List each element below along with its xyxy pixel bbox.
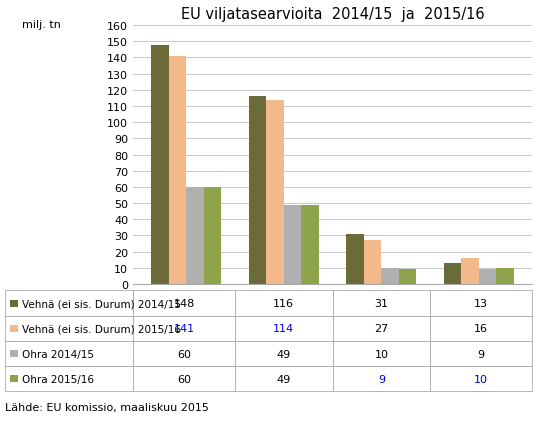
Text: 9: 9 bbox=[378, 374, 385, 384]
Bar bbox=[399, 270, 416, 284]
Bar bbox=[301, 205, 319, 284]
Text: 13: 13 bbox=[474, 299, 488, 308]
Text: 49: 49 bbox=[277, 374, 291, 384]
Text: Vehnä (ei sis. Durum) 2014/15: Vehnä (ei sis. Durum) 2014/15 bbox=[22, 299, 181, 308]
Bar bbox=[381, 268, 399, 284]
Bar bbox=[266, 100, 284, 284]
Text: 60: 60 bbox=[177, 374, 191, 384]
Bar bbox=[186, 187, 204, 284]
Text: Ohra 2014/15: Ohra 2014/15 bbox=[22, 349, 94, 358]
Bar bbox=[284, 205, 301, 284]
Bar bbox=[204, 187, 222, 284]
Text: 116: 116 bbox=[273, 299, 294, 308]
Text: 49: 49 bbox=[277, 349, 291, 358]
Text: 148: 148 bbox=[173, 299, 195, 308]
Bar bbox=[364, 241, 381, 284]
Bar bbox=[479, 270, 496, 284]
Text: Ohra 2015/16: Ohra 2015/16 bbox=[22, 374, 94, 384]
Bar bbox=[462, 259, 479, 284]
Text: milj. tn: milj. tn bbox=[22, 20, 61, 30]
Text: Vehnä (ei sis. Durum) 2015/16: Vehnä (ei sis. Durum) 2015/16 bbox=[22, 324, 181, 333]
Bar bbox=[151, 46, 169, 284]
Text: 60: 60 bbox=[177, 349, 191, 358]
Text: 10: 10 bbox=[474, 374, 488, 384]
Bar bbox=[249, 97, 266, 284]
Text: 31: 31 bbox=[374, 299, 388, 308]
Text: 10: 10 bbox=[374, 349, 388, 358]
Text: Lähde: EU komissio, maaliskuu 2015: Lähde: EU komissio, maaliskuu 2015 bbox=[5, 402, 209, 412]
Bar bbox=[346, 234, 364, 284]
Bar bbox=[169, 57, 186, 284]
Text: 141: 141 bbox=[173, 324, 194, 333]
Bar bbox=[496, 268, 514, 284]
Text: 9: 9 bbox=[477, 349, 485, 358]
Title: EU viljatasearvioita  2014/15  ja  2015/16: EU viljatasearvioita 2014/15 ja 2015/16 bbox=[181, 7, 484, 22]
Text: 27: 27 bbox=[374, 324, 388, 333]
Text: 16: 16 bbox=[474, 324, 488, 333]
Bar bbox=[444, 263, 462, 284]
Text: 114: 114 bbox=[273, 324, 294, 333]
